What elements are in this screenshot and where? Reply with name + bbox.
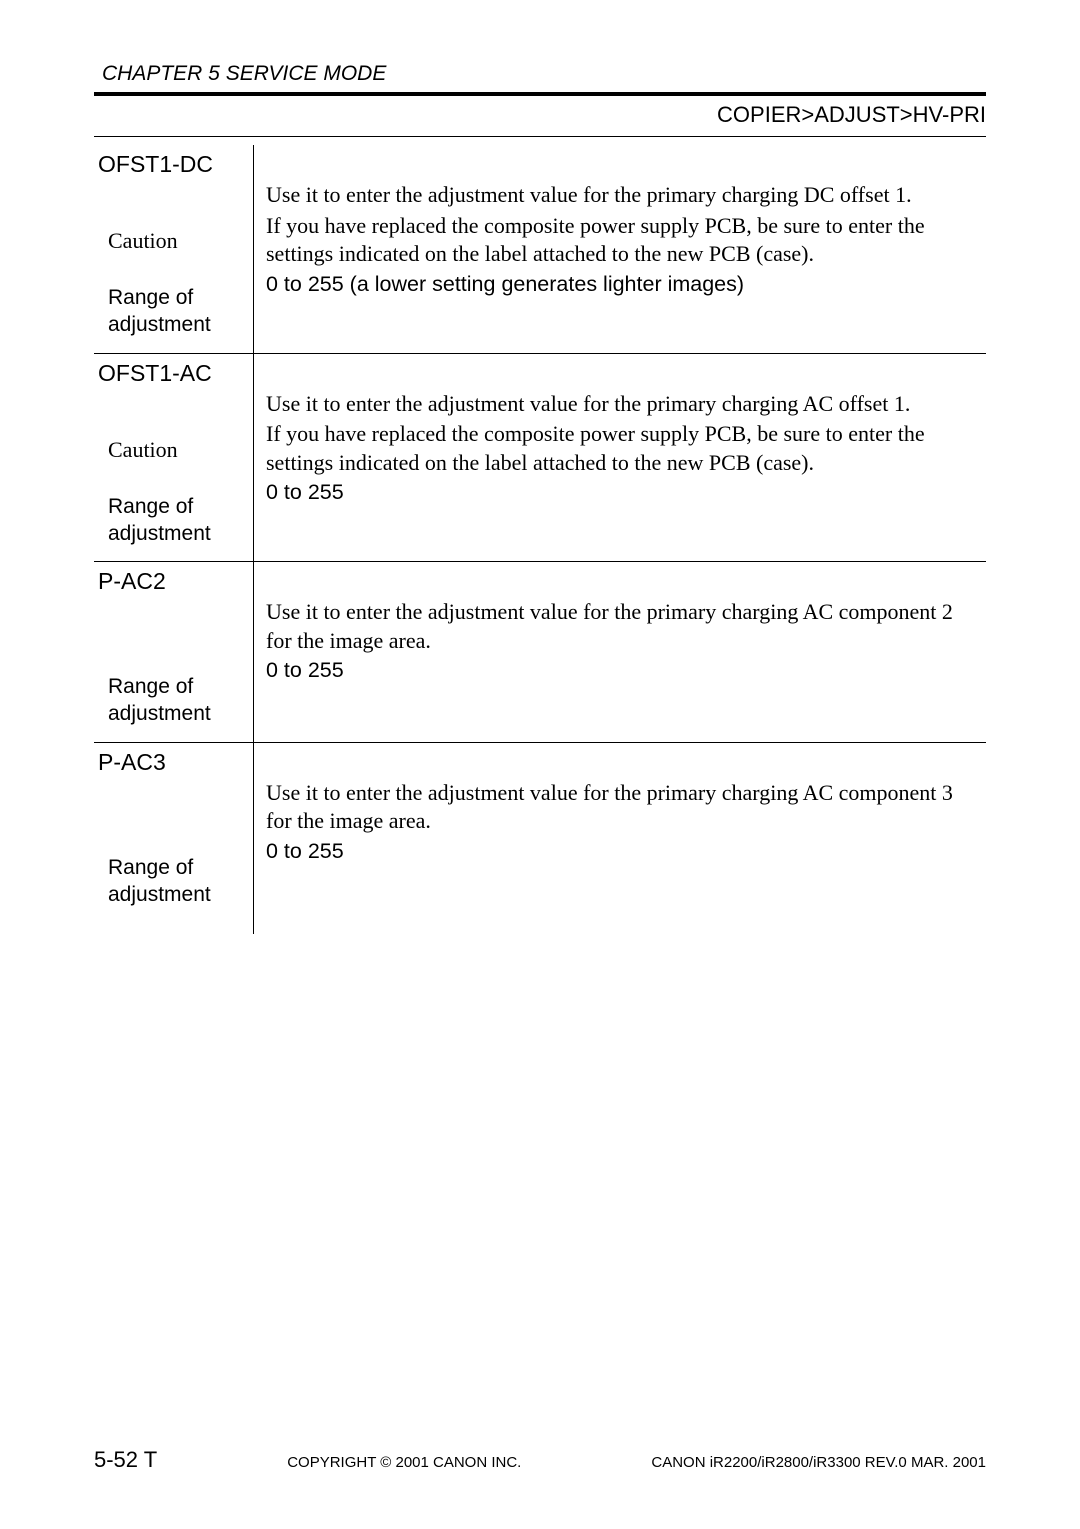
range-label: Range of adjustment: [98, 284, 246, 339]
page-header: CHAPTER 5 SERVICE MODE COPIER>ADJUST>HV-…: [94, 62, 986, 137]
header-divider: [94, 92, 986, 96]
param-name: P-AC2: [98, 568, 243, 595]
page-footer: 5-52 T COPYRIGHT © 2001 CANON INC. CANON…: [94, 1447, 986, 1473]
param-entry: OFST1-AC Caution Range of adjustment Use…: [94, 354, 986, 563]
param-description: Use it to enter the adjustment value for…: [266, 598, 982, 655]
range-value: 0 to 255: [266, 838, 982, 866]
param-left-col: OFST1-DC Caution Range of adjustment: [94, 145, 254, 353]
caution-text: If you have replaced the composite power…: [266, 420, 982, 477]
param-right-col: Use it to enter the adjustment value for…: [254, 562, 986, 742]
page-number: 5-52 T: [94, 1447, 157, 1473]
param-left-col: P-AC3 Range of adjustment: [94, 743, 254, 935]
breadcrumb: COPIER>ADJUST>HV-PRI: [94, 102, 986, 128]
param-right-col: Use it to enter the adjustment value for…: [254, 354, 986, 562]
param-entry: OFST1-DC Caution Range of adjustment Use…: [94, 145, 986, 354]
param-description: Use it to enter the adjustment value for…: [266, 181, 982, 210]
range-label: Range of adjustment: [98, 493, 246, 548]
caution-text: If you have replaced the composite power…: [266, 212, 982, 269]
param-left-col: OFST1-AC Caution Range of adjustment: [94, 354, 254, 562]
param-name: P-AC3: [98, 749, 243, 776]
model-revision: CANON iR2200/iR2800/iR3300 REV.0 MAR. 20…: [651, 1454, 986, 1471]
range-label: Range of adjustment: [98, 854, 246, 909]
range-value: 0 to 255: [266, 657, 982, 685]
param-name: OFST1-AC: [98, 360, 243, 387]
param-description: Use it to enter the adjustment value for…: [266, 390, 982, 419]
param-left-col: P-AC2 Range of adjustment: [94, 562, 254, 742]
section-top-divider: [94, 136, 986, 137]
param-entry: P-AC3 Range of adjustment Use it to ente…: [94, 743, 986, 935]
param-right-col: Use it to enter the adjustment value for…: [254, 743, 986, 935]
param-description: Use it to enter the adjustment value for…: [266, 779, 982, 836]
caution-label: Caution: [98, 437, 246, 463]
copyright-text: COPYRIGHT © 2001 CANON INC.: [287, 1454, 521, 1471]
caution-label: Caution: [98, 228, 246, 254]
param-right-col: Use it to enter the adjustment value for…: [254, 145, 986, 353]
param-entry: P-AC2 Range of adjustment Use it to ente…: [94, 562, 986, 743]
param-name: OFST1-DC: [98, 151, 243, 178]
range-value: 0 to 255: [266, 479, 982, 507]
range-label: Range of adjustment: [98, 673, 246, 728]
range-value: 0 to 255 (a lower setting generates ligh…: [266, 271, 982, 299]
chapter-title: CHAPTER 5 SERVICE MODE: [94, 62, 986, 86]
